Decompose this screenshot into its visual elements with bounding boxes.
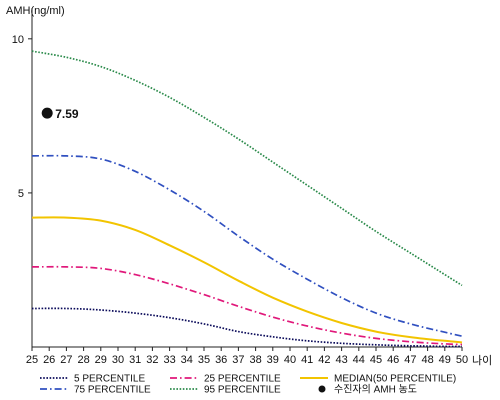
x-tick-label: 41 xyxy=(301,354,313,366)
series-layer xyxy=(31,50,463,348)
legend-label: 25 PERCENTILE xyxy=(204,374,281,385)
x-tick-label: 33 xyxy=(163,354,175,366)
legend-label: 75 PERCENTILE xyxy=(74,385,151,396)
x-tick-label: 44 xyxy=(353,354,365,366)
x-tick-label: 50 xyxy=(456,354,468,366)
legend-item: 25 PERCENTILE xyxy=(170,374,281,385)
x-tick-label: 39 xyxy=(267,354,279,366)
x-axis-title: 나이 xyxy=(472,354,492,367)
x-tick-label: 29 xyxy=(95,354,107,366)
series-line-25-percentile xyxy=(31,265,463,346)
x-tick-label: 26 xyxy=(43,354,55,366)
x-tick-label: 31 xyxy=(129,354,141,366)
x-tick-label: 43 xyxy=(335,354,347,366)
axes: 5 10 25 26 27 28 29 30 31 32 33 34 35 36 37 38 39 40 41 42 4… xyxy=(12,8,468,366)
legend-label: 95 PERCENTILE xyxy=(204,385,281,396)
x-tick-label: 25 xyxy=(26,354,38,366)
x-tick-label: 27 xyxy=(60,354,72,366)
legend-label: 5 PERCENTILE xyxy=(74,374,145,385)
series-line-median-50-percentile xyxy=(31,216,463,344)
x-tick-label: 30 xyxy=(112,354,124,366)
x-tick-label: 32 xyxy=(146,354,158,366)
x-tick-label: 47 xyxy=(404,354,416,366)
x-tick-label: 45 xyxy=(370,354,382,366)
y-axis-title: AMH(ng/ml) xyxy=(6,5,65,17)
legend-item: 95 PERCENTILE xyxy=(170,385,281,396)
legend: 5 PERCENTILE 25 PERCENTILE MEDIAN(50 PERCE… xyxy=(40,374,456,396)
legend-item: 5 PERCENTILE xyxy=(40,374,145,385)
x-tick-label: 48 xyxy=(421,354,433,366)
y-tick-label: 5 xyxy=(18,188,24,200)
legend-item: MEDIAN(50 PERCENTILE) xyxy=(300,374,456,385)
legend-label: 수진자의 AMH 농도 xyxy=(334,384,417,396)
x-tick-label: 37 xyxy=(232,354,244,366)
x-tick-label: 38 xyxy=(249,354,261,366)
highlight-point-label: 7.59 xyxy=(55,107,79,121)
legend-item: 75 PERCENTILE xyxy=(40,385,151,396)
x-tick-label: 35 xyxy=(198,354,210,366)
x-tick-label: 36 xyxy=(215,354,227,366)
legend-label: MEDIAN(50 PERCENTILE) xyxy=(334,374,456,385)
x-tick-label: 40 xyxy=(284,354,296,366)
legend-item: 수진자의 AMH 농도 xyxy=(318,384,417,396)
x-tick-label: 42 xyxy=(318,354,330,366)
series-line-75-percentile xyxy=(31,154,463,338)
x-tick-label: 49 xyxy=(439,354,451,366)
series-line-5-percentile xyxy=(31,307,463,348)
legend-marker xyxy=(318,385,326,393)
x-tick-label: 28 xyxy=(77,354,89,366)
y-tick-label: 10 xyxy=(12,34,24,46)
series-line-95-percentile xyxy=(31,50,463,287)
highlight-point xyxy=(41,107,53,119)
x-tick-label: 34 xyxy=(181,354,193,366)
x-tick-label: 46 xyxy=(387,354,399,366)
highlight-point-layer: 7.59 xyxy=(41,107,79,121)
